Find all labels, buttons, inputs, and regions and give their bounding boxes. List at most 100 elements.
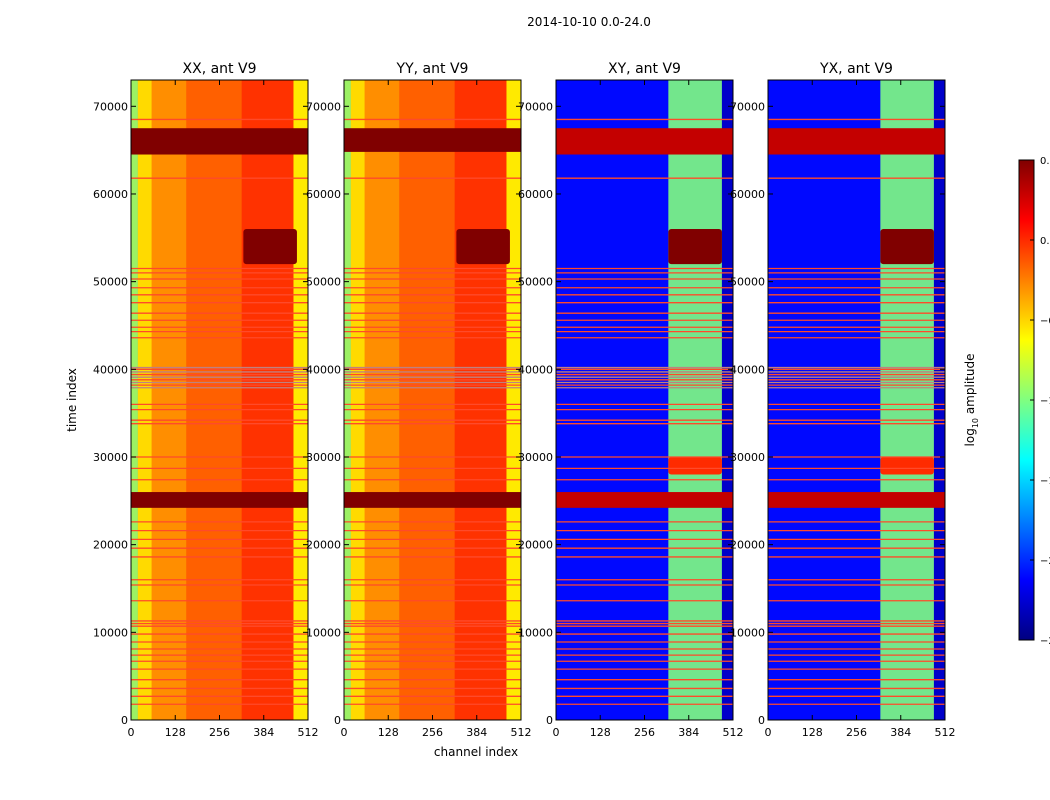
y-tick-label: 40000	[306, 363, 341, 376]
y-tick-label: 60000	[518, 188, 553, 201]
y-tick-label: 40000	[93, 363, 128, 376]
y-tick-label: 10000	[93, 626, 128, 639]
y-tick-label: 60000	[306, 188, 341, 201]
rfi-time-band	[344, 492, 521, 508]
channel-stripe	[350, 80, 365, 720]
y-tick-label: 30000	[93, 451, 128, 464]
rfi-burst	[668, 456, 722, 475]
x-tick-label: 128	[590, 726, 611, 739]
y-tick-label: 70000	[93, 100, 128, 113]
colorbar-label-log: log	[963, 428, 977, 446]
colorbar-tick-label: −1.5	[1040, 476, 1050, 487]
rfi-time-band	[556, 128, 733, 155]
y-tick-label: 10000	[518, 626, 553, 639]
channel-stripe	[933, 80, 945, 720]
rfi-burst	[456, 229, 510, 265]
y-tick-label: 50000	[306, 276, 341, 289]
rfi-time-band	[344, 128, 521, 152]
x-axis-label: channel index	[434, 745, 518, 759]
colorbar-ticks: 0.5 0.0 −0.5 −1.0 −1.5 −2.0 −2.5	[1030, 156, 1050, 647]
channel-stripe	[186, 80, 242, 720]
x-tick-label: 512	[935, 726, 956, 739]
y-tick-label: 40000	[518, 363, 553, 376]
channel-stripe	[364, 80, 400, 720]
channel-stripe	[454, 80, 507, 720]
x-tick-label: 0	[553, 726, 560, 739]
panel-1: XX, ant V9 0 128 256 384 512 0 10000 20000 30000 4…	[93, 61, 319, 739]
y-tick-label: 50000	[93, 276, 128, 289]
panel-title: XY, ant V9	[608, 61, 681, 77]
panel-title: YY, ant V9	[396, 61, 469, 77]
x-tick-label: 256	[634, 726, 655, 739]
colorbar-tick-label: 0.5	[1040, 156, 1050, 167]
x-tick-label: 128	[378, 726, 399, 739]
rfi-time-band	[131, 128, 308, 155]
y-tick-label: 30000	[730, 451, 765, 464]
x-tick-label: 128	[165, 726, 186, 739]
x-tick-label: 256	[846, 726, 867, 739]
rfi-burst	[880, 229, 934, 265]
heatmap-panels: XX, ant V9 0 128 256 384 512 0 10000 20000 30000 4…	[93, 61, 956, 739]
rfi-burst	[668, 229, 722, 265]
x-tick-label: 128	[802, 726, 823, 739]
y-tick-label: 0	[546, 714, 553, 727]
panel-3: XY, ant V9 0 128 256 384 512 0 10000 20000 30000 4…	[518, 61, 744, 739]
colorbar-tick-label: −2.0	[1040, 556, 1050, 567]
channel-stripe	[344, 80, 351, 720]
x-tick-label: 0	[341, 726, 348, 739]
y-tick-label: 0	[121, 714, 128, 727]
channel-stripe	[506, 80, 521, 720]
y-tick-label: 30000	[518, 451, 553, 464]
y-tick-label: 50000	[518, 276, 553, 289]
y-tick-label: 0	[758, 714, 765, 727]
colorbar: 0.5 0.0 −0.5 −1.0 −1.5 −2.0 −2.5 log10 amplitu…	[963, 156, 1050, 647]
x-tick-label: 0	[128, 726, 135, 739]
y-tick-label: 20000	[306, 539, 341, 552]
y-axis-label: time index	[65, 368, 79, 432]
colorbar-tick-label: −1.0	[1040, 396, 1050, 407]
y-tick-label: 60000	[93, 188, 128, 201]
y-tick-label: 70000	[518, 100, 553, 113]
y-tick-label: 60000	[730, 188, 765, 201]
y-tick-label: 10000	[306, 626, 341, 639]
x-tick-label: 384	[890, 726, 911, 739]
rfi-time-band	[131, 492, 308, 508]
x-tick-label: 384	[253, 726, 274, 739]
x-tick-label: 512	[298, 726, 319, 739]
x-tick-label: 256	[209, 726, 230, 739]
colorbar-label-amplitude: amplitude	[963, 354, 977, 418]
y-tick-label: 0	[334, 714, 341, 727]
channel-stripe	[668, 80, 722, 720]
rfi-time-band	[768, 492, 945, 508]
y-tick-label: 10000	[730, 626, 765, 639]
x-tick-label: 512	[723, 726, 744, 739]
colorbar-label: log10 amplitude	[963, 354, 980, 447]
channel-stripe	[293, 80, 308, 720]
colorbar-label-subscript: 10	[971, 418, 980, 428]
y-tick-label: 70000	[730, 100, 765, 113]
panel-title: XX, ant V9	[183, 61, 257, 77]
x-tick-label: 512	[511, 726, 532, 739]
panel-2: YY, ant V9 0 128 256 384 512 0 10000 20000 30000 4…	[306, 61, 532, 739]
figure-suptitle: 2014-10-10 0.0-24.0	[527, 15, 651, 29]
colorbar-tick-label: −2.5	[1040, 636, 1050, 647]
channel-stripe	[131, 80, 138, 720]
channel-stripe	[556, 80, 669, 720]
channel-stripe	[241, 80, 294, 720]
x-tick-label: 384	[678, 726, 699, 739]
rfi-burst	[880, 456, 934, 475]
y-tick-label: 20000	[518, 539, 553, 552]
y-tick-label: 40000	[730, 363, 765, 376]
panel-title: YX, ant V9	[819, 61, 893, 77]
channel-stripe	[151, 80, 187, 720]
y-tick-label: 70000	[306, 100, 341, 113]
x-tick-label: 0	[765, 726, 772, 739]
colorbar-tick-label: 0.0	[1040, 236, 1050, 247]
channel-stripe	[399, 80, 455, 720]
y-tick-label: 20000	[730, 539, 765, 552]
x-tick-label: 384	[466, 726, 487, 739]
y-tick-label: 30000	[306, 451, 341, 464]
rfi-time-band	[556, 492, 733, 508]
channel-stripe	[137, 80, 152, 720]
